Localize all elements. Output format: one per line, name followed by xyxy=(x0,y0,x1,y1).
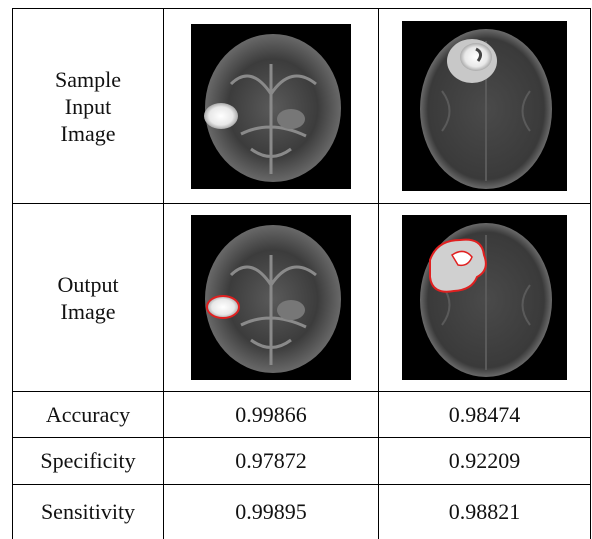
metric-value: 0.99895 xyxy=(235,499,307,524)
table-row: Sample Input Image xyxy=(13,9,591,204)
table-cell: 0.98474 xyxy=(379,392,591,438)
table-cell xyxy=(164,204,379,392)
mri-output-1 xyxy=(191,215,351,380)
table-row: Accuracy 0.99866 0.98474 xyxy=(13,392,591,438)
table-cell xyxy=(164,9,379,204)
table-cell: Sensitivity xyxy=(13,485,164,539)
table-cell: Accuracy xyxy=(13,392,164,438)
table-cell: Sample Input Image xyxy=(13,9,164,204)
metric-value: 0.98474 xyxy=(449,402,521,427)
table-cell xyxy=(379,204,591,392)
row-label: Specificity xyxy=(40,448,135,473)
row-label: Accuracy xyxy=(46,402,130,427)
table-row: Specificity 0.97872 0.92209 xyxy=(13,438,591,485)
metric-value: 0.97872 xyxy=(235,448,307,473)
table-row: Output Image xyxy=(13,204,591,392)
mri-input-2 xyxy=(402,21,567,191)
table-cell: 0.99895 xyxy=(164,485,379,539)
metric-value: 0.98821 xyxy=(449,499,521,524)
mri-output-2 xyxy=(402,215,567,380)
table-cell: Specificity xyxy=(13,438,164,485)
table-cell: 0.99866 xyxy=(164,392,379,438)
mri-input-1 xyxy=(191,24,351,189)
results-table: Sample Input Image Output Image xyxy=(12,8,591,539)
table-cell: 0.92209 xyxy=(379,438,591,485)
table-row: Sensitivity 0.99895 0.98821 xyxy=(13,485,591,539)
row-label: Output Image xyxy=(38,271,138,325)
row-label: Sample Input Image xyxy=(38,66,138,147)
row-label: Sensitivity xyxy=(41,499,135,524)
metric-value: 0.92209 xyxy=(449,448,521,473)
page: Sample Input Image Output Image xyxy=(0,0,592,538)
table-cell: Output Image xyxy=(13,204,164,392)
table-cell: 0.98821 xyxy=(379,485,591,539)
metric-value: 0.99866 xyxy=(235,402,307,427)
table-cell: 0.97872 xyxy=(164,438,379,485)
table-cell xyxy=(379,9,591,204)
